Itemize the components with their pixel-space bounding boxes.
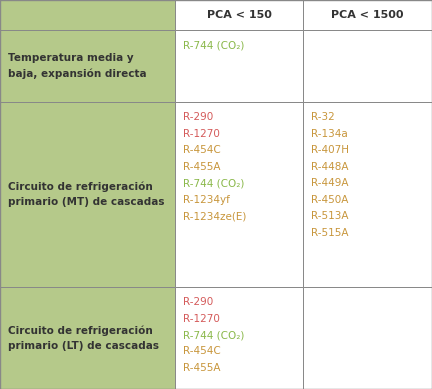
Bar xyxy=(175,102,303,287)
Text: R-407H: R-407H xyxy=(311,145,349,155)
Bar xyxy=(303,0,432,30)
Text: R-1234ze(E): R-1234ze(E) xyxy=(183,211,246,221)
Text: R-1234yf: R-1234yf xyxy=(183,194,230,205)
Text: R-1270: R-1270 xyxy=(183,128,220,138)
Text: Circuito de refrigeración
primario (LT) de cascadas: Circuito de refrigeración primario (LT) … xyxy=(8,325,159,350)
Text: Circuito de refrigeración
primario (MT) de cascadas: Circuito de refrigeración primario (MT) … xyxy=(8,182,165,207)
Bar xyxy=(0,30,175,102)
Text: R-134a: R-134a xyxy=(311,128,348,138)
Text: R-450A: R-450A xyxy=(311,194,348,205)
Text: PCA < 150: PCA < 150 xyxy=(206,10,271,20)
Text: R-515A: R-515A xyxy=(311,228,349,238)
Bar xyxy=(175,287,303,389)
Text: R-455A: R-455A xyxy=(183,363,220,373)
Bar xyxy=(303,287,432,389)
Bar xyxy=(303,102,432,287)
Text: Temperatura media y
baja, expansión directa: Temperatura media y baja, expansión dire… xyxy=(8,53,146,79)
Text: R-290: R-290 xyxy=(183,112,213,122)
Text: R-744 (CO₂): R-744 (CO₂) xyxy=(183,178,245,188)
Text: PCA < 1500: PCA < 1500 xyxy=(331,10,404,20)
Text: R-454C: R-454C xyxy=(183,347,221,356)
Text: R-744 (CO₂): R-744 (CO₂) xyxy=(183,40,245,50)
Text: R-32: R-32 xyxy=(311,112,335,122)
Bar xyxy=(175,0,303,30)
Text: R-449A: R-449A xyxy=(311,178,349,188)
Bar xyxy=(0,102,175,287)
Bar xyxy=(0,0,175,30)
Bar xyxy=(175,30,303,102)
Text: R-455A: R-455A xyxy=(183,161,220,172)
Text: R-454C: R-454C xyxy=(183,145,221,155)
Bar xyxy=(303,30,432,102)
Text: R-744 (CO₂): R-744 (CO₂) xyxy=(183,330,245,340)
Text: R-448A: R-448A xyxy=(311,161,349,172)
Text: R-1270: R-1270 xyxy=(183,314,220,324)
Bar xyxy=(0,287,175,389)
Text: R-513A: R-513A xyxy=(311,211,349,221)
Text: R-290: R-290 xyxy=(183,297,213,307)
